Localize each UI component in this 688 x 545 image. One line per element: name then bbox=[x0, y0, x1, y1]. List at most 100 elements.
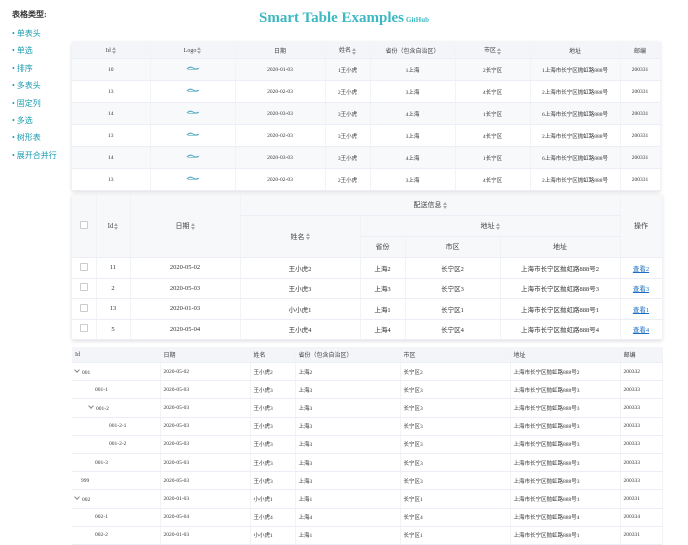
cell: 5 bbox=[96, 319, 131, 340]
expand-icon[interactable] bbox=[88, 403, 94, 409]
cell: 查看4 bbox=[620, 319, 663, 340]
cell: 2上海市长宁区抛虹路888号 bbox=[530, 168, 621, 191]
header-text: 地址 bbox=[568, 48, 581, 55]
nav-link[interactable]: • 排序 bbox=[12, 63, 33, 73]
cell: 2上海市长宁区抛虹路888号 bbox=[530, 80, 621, 103]
cell: 4上海 bbox=[370, 146, 456, 169]
logo-cell bbox=[150, 102, 236, 125]
checkbox[interactable] bbox=[79, 303, 88, 312]
column-header: 配送信息 bbox=[240, 195, 621, 216]
cell: 上海市长宁区抛虹路888号1 bbox=[510, 489, 621, 509]
cell: 200333 bbox=[620, 453, 663, 473]
nav-link[interactable]: • 固定列 bbox=[12, 98, 41, 108]
view-link[interactable]: 查看4 bbox=[632, 327, 650, 335]
github-link[interactable]: GitHub bbox=[406, 16, 429, 24]
cell: 2 bbox=[96, 278, 131, 299]
nav-link[interactable]: • 树形表 bbox=[12, 133, 41, 143]
cell: 200331 bbox=[620, 58, 661, 81]
cell bbox=[72, 319, 97, 340]
sort-icon[interactable] bbox=[495, 222, 500, 230]
cell: 王小虎4 bbox=[250, 508, 296, 527]
expand-icon[interactable] bbox=[74, 366, 80, 373]
cell: 长宁区4 bbox=[400, 508, 511, 527]
cell: 2020-03-03 bbox=[235, 102, 326, 125]
nav-link[interactable]: • 展开合并行 bbox=[12, 150, 57, 160]
sort-icon[interactable] bbox=[305, 233, 310, 241]
cell: 1长宁区 bbox=[455, 102, 531, 125]
cell: 王小虎2 bbox=[240, 257, 361, 279]
tree-id: 002-2 bbox=[95, 532, 108, 539]
nav-link[interactable]: • 单选 bbox=[12, 46, 33, 56]
sort-icon[interactable] bbox=[190, 222, 195, 230]
sort-icon[interactable] bbox=[442, 201, 447, 209]
sort-icon[interactable] bbox=[114, 222, 119, 230]
logo bbox=[186, 110, 199, 114]
sort-icon[interactable] bbox=[197, 46, 202, 54]
header-row: 省份 市区 地址 bbox=[72, 236, 662, 258]
column-header: 日期 bbox=[235, 42, 326, 59]
checkbox[interactable] bbox=[79, 221, 88, 229]
table-row: 13 2020-02-03 2王小虎 3上海 4长宁区 2上海市长宁区抛虹路888号 200… bbox=[72, 80, 661, 103]
nav-link[interactable]: • 多选 bbox=[12, 115, 33, 125]
cell: 2020-01-03 bbox=[160, 526, 251, 545]
checkbox[interactable] bbox=[79, 283, 88, 292]
cell: 13 bbox=[72, 80, 151, 103]
cell: 长宁区1 bbox=[405, 298, 501, 320]
table-tree: Id 日期 姓名 省份（包含自治区） 市区 地址 邮编 001 2020-05-02 王小虎2 上海… bbox=[72, 347, 663, 545]
cell: 2020-05-04 bbox=[130, 319, 241, 340]
cell: 3王小虎 bbox=[325, 124, 371, 147]
cell: 王小虎4 bbox=[240, 319, 361, 340]
cell: 小小虎1 bbox=[240, 298, 361, 320]
view-link[interactable]: 查看3 bbox=[632, 286, 650, 294]
cell: 200331 bbox=[620, 489, 663, 509]
cell: 上海3 bbox=[295, 398, 401, 418]
cell: 001-2 bbox=[72, 398, 161, 418]
cell: 上海市长宁区抛虹路888号4 bbox=[500, 319, 621, 340]
sort-icon[interactable] bbox=[497, 47, 501, 55]
cell: 3上海 bbox=[370, 124, 456, 147]
checkbox[interactable] bbox=[79, 262, 88, 271]
cell: 长宁区3 bbox=[405, 278, 501, 299]
header-text: 省份（包含自治区） bbox=[385, 48, 440, 55]
header-text: 邮编 bbox=[633, 48, 646, 55]
column-header: 市区 bbox=[405, 236, 501, 258]
view-link[interactable]: 查看1 bbox=[632, 306, 650, 314]
table: Id Logo 日期 姓名 省份（包含自治区） 市区 地址 邮编 10 2020-01-03 1王小… bbox=[72, 42, 661, 191]
tree-id: 002 bbox=[82, 496, 91, 503]
header-text: Id bbox=[105, 47, 111, 54]
column-header: Id bbox=[96, 195, 131, 258]
cell: 200334 bbox=[620, 508, 663, 527]
table-row: 001-2 2020-05-03 王小虎3 上海3 长宁区3 上海市长宁区抛虹路888号3… bbox=[72, 398, 663, 418]
header-text: 市区 bbox=[445, 243, 460, 251]
page-title: Smart Table Examples GitHub bbox=[0, 10, 688, 27]
cell: 上海3 bbox=[295, 380, 401, 400]
column-header: 姓名 bbox=[250, 347, 296, 363]
expand-icon[interactable] bbox=[74, 494, 80, 500]
cell: 11 bbox=[96, 257, 131, 279]
cell: 13 bbox=[96, 298, 131, 320]
sort-icon[interactable] bbox=[352, 47, 356, 55]
cell: 上海4 bbox=[360, 319, 406, 340]
tree-id: 001-1 bbox=[95, 386, 108, 393]
cell: 2020-02-03 bbox=[235, 124, 326, 147]
view-link[interactable]: 查看2 bbox=[632, 265, 650, 273]
sort-icon[interactable] bbox=[111, 46, 116, 54]
tree-id: 999 bbox=[81, 477, 90, 484]
checkbox[interactable] bbox=[79, 324, 88, 333]
cell: 001-3 bbox=[72, 453, 161, 473]
cell: 13 bbox=[72, 124, 151, 147]
column-header: 地址 bbox=[510, 347, 621, 363]
cell: 上海1 bbox=[360, 298, 406, 320]
cell: 2020-05-04 bbox=[160, 508, 251, 527]
header-text: 地址 bbox=[553, 243, 567, 251]
cell: 2020-05-03 bbox=[130, 278, 241, 299]
cell: 2020-05-03 bbox=[160, 453, 251, 473]
cell: 上海市长宁区抛虹路888号3 bbox=[510, 380, 621, 400]
tree-id: 001-3 bbox=[95, 459, 108, 466]
cell: 查看1 bbox=[620, 298, 663, 320]
cell: 200333 bbox=[620, 380, 663, 400]
cell: 上海市长宁区抛虹路888号3 bbox=[510, 398, 621, 418]
nav-link[interactable]: • 单表头 bbox=[12, 29, 41, 38]
nav-link[interactable]: • 多表头 bbox=[12, 81, 41, 91]
cell: 上海1 bbox=[295, 489, 401, 509]
